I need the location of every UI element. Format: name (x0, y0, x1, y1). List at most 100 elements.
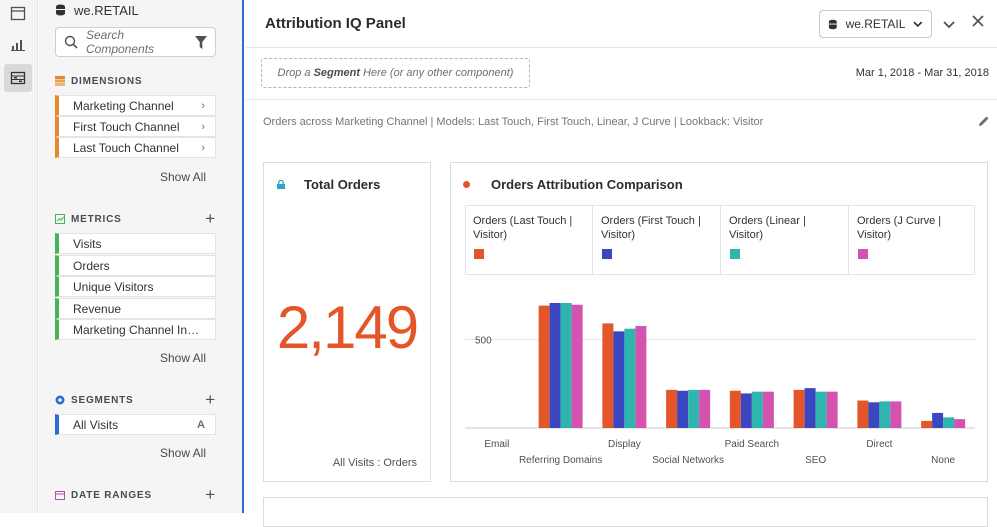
segments-show-all[interactable]: Show All (159, 446, 206, 460)
bar (826, 391, 838, 428)
database-icon (828, 19, 837, 29)
bar (624, 328, 636, 428)
legend-item[interactable]: Orders (First Touch | Visitor) (593, 205, 721, 275)
legend-item[interactable]: Orders (Last Touch | Visitor) (465, 205, 593, 275)
bar (793, 389, 805, 428)
kpi-footer: All Visits : Orders (332, 457, 417, 469)
attribution-chart-card: Orders Attribution Comparison Orders (La… (450, 162, 988, 482)
metrics-show-all[interactable]: Show All (159, 351, 206, 365)
legend-swatch (474, 249, 484, 259)
x-category-label: Social Networks (652, 455, 724, 466)
metric-item[interactable]: Revenue (55, 298, 216, 319)
legend-swatch (858, 249, 868, 259)
calendar-icon (55, 491, 65, 500)
x-category-label: Direct (866, 439, 892, 450)
chevron-right-icon[interactable]: › (201, 99, 205, 112)
bar (868, 402, 880, 428)
database-icon (56, 4, 65, 16)
close-icon[interactable] (972, 14, 984, 31)
search-components-input[interactable]: Search Components (55, 27, 216, 57)
bar (549, 302, 561, 428)
bar (954, 419, 966, 428)
dimension-item[interactable]: Marketing Channel › (55, 95, 216, 116)
bar (677, 390, 689, 428)
segments-icon (55, 395, 65, 405)
chart-title: Orders Attribution Comparison (491, 177, 683, 192)
add-metric-button[interactable]: + (205, 209, 216, 228)
bar (699, 389, 711, 428)
metric-item[interactable]: Visits (55, 233, 216, 254)
dimension-item[interactable]: Last Touch Channel › (55, 137, 216, 158)
visualizations-icon[interactable] (4, 30, 32, 58)
bar (666, 389, 678, 428)
metrics-header: METRICS + (55, 209, 216, 228)
dimensions-header: DIMENSIONS (55, 73, 216, 89)
datasource-label: we.RETAIL (74, 2, 139, 18)
bar (890, 401, 902, 428)
x-category-label: SEO (805, 455, 826, 466)
legend-item[interactable]: Orders (Linear | Visitor) (721, 205, 849, 275)
metric-item[interactable]: Unique Visitors (55, 276, 216, 297)
search-icon (64, 35, 78, 49)
x-category-label: Display (608, 439, 641, 450)
metrics-icon (55, 214, 65, 224)
x-category-label: None (931, 455, 955, 466)
chevron-right-icon[interactable]: › (201, 141, 205, 154)
next-panel-card (263, 497, 988, 527)
panel-title: Attribution IQ Panel (265, 15, 406, 32)
bar (740, 393, 752, 428)
chart-status-dot (463, 181, 470, 188)
dimension-item[interactable]: First Touch Channel › (55, 116, 216, 137)
add-date-range-button[interactable]: + (205, 485, 216, 504)
bar (857, 400, 869, 428)
legend-item[interactable]: Orders (J Curve | Visitor) (849, 205, 977, 275)
pencil-icon[interactable] (977, 114, 991, 128)
datasource-select[interactable]: we.RETAIL (819, 10, 932, 38)
date-range-label[interactable]: Mar 1, 2018 - Mar 31, 2018 (855, 67, 989, 79)
legend-swatch (602, 249, 612, 259)
adobe-icon: A (197, 418, 205, 431)
bar (921, 420, 933, 428)
metric-item[interactable]: Orders (55, 255, 216, 276)
dimensions-show-all[interactable]: Show All (159, 170, 206, 184)
attribution-panel: Attribution IQ Panel we.RETAIL Drop a Se… (246, 0, 997, 527)
bar (613, 331, 625, 428)
dropzone-divider (246, 99, 997, 100)
collapse-chevron-icon[interactable] (943, 16, 955, 33)
bar (751, 391, 763, 428)
metric-item[interactable]: Marketing Channel Inst... (55, 319, 216, 340)
lock-icon (277, 180, 285, 189)
bar (804, 388, 816, 428)
bar (560, 302, 572, 428)
kpi-value: 2,149 (276, 294, 419, 361)
bar (571, 304, 583, 428)
chevron-right-icon[interactable]: › (201, 120, 205, 133)
kpi-title: Total Orders (304, 177, 381, 192)
bar-chart: 500 Email Referring Domains Display Social N… (465, 302, 975, 466)
x-category-label: Paid Search (725, 439, 779, 450)
bar (688, 389, 700, 428)
chevron-down-icon (913, 20, 923, 27)
add-segment-button[interactable]: + (205, 390, 216, 409)
bar (538, 305, 550, 428)
datasource-row[interactable]: we.RETAIL (55, 0, 139, 20)
bar (602, 323, 614, 428)
filter-icon[interactable] (195, 35, 207, 49)
segment-item[interactable]: All Visits A (55, 414, 216, 435)
segments-header: SEGMENTS + (55, 390, 216, 409)
panel-description: Orders across Marketing Channel | Models… (263, 116, 764, 128)
bar (635, 326, 647, 428)
legend-swatch (730, 249, 740, 259)
bar (729, 390, 741, 428)
x-category-label: Referring Domains (519, 455, 602, 466)
components-panel: we.RETAIL Search Components DIMENSIONS M… (39, 0, 244, 513)
bar (879, 401, 891, 428)
components-icon[interactable] (4, 64, 32, 92)
bar (815, 391, 827, 428)
segment-dropzone[interactable]: Drop a Segment Here (or any other compon… (261, 58, 530, 88)
date-ranges-header: DATE RANGES + (55, 485, 216, 504)
bar (762, 391, 774, 428)
bar (932, 412, 944, 428)
panels-icon[interactable] (4, 0, 32, 28)
bar (943, 417, 955, 428)
